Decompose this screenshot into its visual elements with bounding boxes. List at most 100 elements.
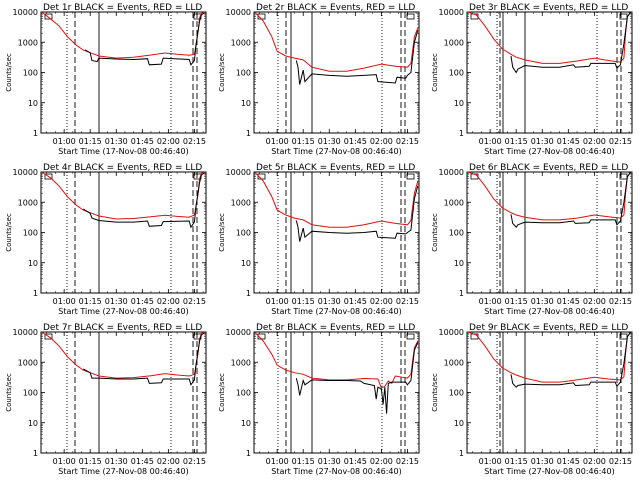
y-axis-label: Counts/sec xyxy=(431,213,439,252)
y-tick-label: 10 xyxy=(28,419,38,428)
x-tick-label: 01:30 xyxy=(105,457,128,466)
y-tick-label: 1 xyxy=(459,449,464,458)
x-tick-label: 01:45 xyxy=(131,137,154,146)
events-series-line xyxy=(295,342,419,414)
x-tick-label: 01:00 xyxy=(479,457,502,466)
x-tick-label: 01:15 xyxy=(505,297,528,306)
chart-title: Det 7r BLACK = Events, RED = LLD xyxy=(43,323,202,333)
x-tick-label: 02:15 xyxy=(183,297,206,306)
x-axis-label: Start Time (27-Nov-08 00:46:40) xyxy=(271,467,401,476)
y-tick-label: 1000 xyxy=(18,358,38,367)
y-tick-label: 10000 xyxy=(226,168,251,177)
y-axis-label: Counts/sec xyxy=(218,53,226,92)
x-tick-label: 01:00 xyxy=(53,297,76,306)
top-marker-box xyxy=(406,13,415,20)
x-tick-label: 01:15 xyxy=(292,297,315,306)
y-tick-label: 1 xyxy=(33,129,38,138)
x-tick-label: 01:15 xyxy=(505,137,528,146)
chart-panel-2: Det 2r BLACK = Events, RED = LLD 1 10 100 10… xyxy=(218,3,420,156)
x-tick-label: 01:15 xyxy=(79,457,102,466)
x-tick-label: 01:45 xyxy=(131,297,154,306)
x-tick-label: 01:00 xyxy=(479,137,502,146)
x-tick-label: 01:45 xyxy=(344,297,367,306)
top-marker-box xyxy=(406,333,415,340)
x-tick-label: 01:30 xyxy=(531,457,554,466)
events-series-line xyxy=(510,11,632,74)
top-marker-box xyxy=(406,173,415,180)
y-tick-label: 10 xyxy=(454,259,464,268)
x-tick-label: 01:30 xyxy=(531,137,554,146)
x-tick-label: 01:15 xyxy=(292,457,315,466)
x-tick-label: 01:45 xyxy=(557,297,580,306)
y-tick-label: 10000 xyxy=(13,8,38,17)
y-tick-label: 10000 xyxy=(439,8,464,17)
x-tick-label: 01:30 xyxy=(318,457,341,466)
y-tick-label: 1 xyxy=(459,289,464,298)
events-series-line xyxy=(510,171,632,228)
chart-title: Det 1r BLACK = Events, RED = LLD xyxy=(43,3,202,13)
y-tick-label: 1000 xyxy=(231,198,251,207)
x-axis-label: Start Time (27-Nov-08 00:46:40) xyxy=(271,147,401,156)
y-tick-label: 100 xyxy=(449,229,464,238)
chart-title: Det 5r BLACK = Events, RED = LLD xyxy=(256,163,415,173)
plot-frame xyxy=(466,331,633,454)
events-series-line xyxy=(83,332,206,386)
chart-panel-4: Det 4r BLACK = Events, RED = LLD 1 10 100 10… xyxy=(5,163,207,316)
plot-frame xyxy=(40,11,207,134)
y-axis-label: Counts/sec xyxy=(431,373,439,412)
lld-series-line xyxy=(41,331,205,379)
chart-title: Det 2r BLACK = Events, RED = LLD xyxy=(256,3,415,13)
x-tick-label: 01:45 xyxy=(131,457,154,466)
x-tick-label: 02:00 xyxy=(370,137,393,146)
y-tick-label: 10000 xyxy=(13,328,38,337)
x-tick-label: 01:15 xyxy=(79,297,102,306)
x-tick-label: 01:30 xyxy=(105,297,128,306)
x-tick-label: 01:15 xyxy=(79,137,102,146)
chart-title: Det 3r BLACK = Events, RED = LLD xyxy=(469,3,628,13)
y-tick-label: 1 xyxy=(246,289,251,298)
x-tick-label: 02:15 xyxy=(396,137,419,146)
chart-title: Det 9r BLACK = Events, RED = LLD xyxy=(469,323,628,333)
chart-title: Det 6r BLACK = Events, RED = LLD xyxy=(469,163,628,173)
x-tick-label: 01:15 xyxy=(505,457,528,466)
y-axis-label: Counts/sec xyxy=(218,373,226,412)
chart-panel-5: Det 5r BLACK = Events, RED = LLD 1 10 100 10… xyxy=(218,163,420,316)
x-tick-label: 02:00 xyxy=(370,297,393,306)
x-axis-label: Start Time (27-Nov-08 00:46:40) xyxy=(271,307,401,316)
lld-series-line xyxy=(467,171,632,221)
chart-panel-7: Det 7r BLACK = Events, RED = LLD 1 10 100 10… xyxy=(5,323,207,476)
top-marker-box xyxy=(44,13,53,20)
events-series-line xyxy=(295,185,419,242)
chart-title: Det 8r BLACK = Events, RED = LLD xyxy=(256,323,415,333)
x-axis-label: Start Time (27-Nov-08 00:46:40) xyxy=(58,467,188,476)
plot-frame xyxy=(253,11,420,134)
x-tick-label: 02:15 xyxy=(609,457,632,466)
y-tick-label: 100 xyxy=(449,389,464,398)
chart-panel-6: Det 6r BLACK = Events, RED = LLD 1 10 100 10… xyxy=(431,163,633,316)
y-tick-label: 1000 xyxy=(18,38,38,47)
y-tick-label: 100 xyxy=(236,69,251,78)
y-tick-label: 1 xyxy=(33,449,38,458)
x-tick-label: 02:15 xyxy=(609,137,632,146)
y-axis-label: Counts/sec xyxy=(218,213,226,252)
y-tick-label: 10 xyxy=(241,259,251,268)
x-tick-label: 01:00 xyxy=(266,457,289,466)
events-series-line xyxy=(84,12,206,66)
lld-series-line xyxy=(467,331,632,383)
y-tick-label: 10000 xyxy=(226,328,251,337)
y-tick-label: 10000 xyxy=(439,328,464,337)
lld-series-line xyxy=(254,11,419,72)
y-tick-label: 100 xyxy=(236,389,251,398)
x-axis-label: Start Time (27-Nov-08 00:46:40) xyxy=(484,467,614,476)
events-series-line xyxy=(295,30,419,85)
events-series-line xyxy=(83,172,206,229)
x-tick-label: 02:00 xyxy=(370,457,393,466)
y-tick-label: 1000 xyxy=(231,358,251,367)
events-series-line xyxy=(510,331,632,388)
y-tick-label: 10 xyxy=(454,419,464,428)
y-tick-label: 1000 xyxy=(444,198,464,207)
x-tick-label: 01:45 xyxy=(557,137,580,146)
x-axis-label: Start Time (27-Nov-08 00:46:40) xyxy=(58,307,188,316)
y-tick-label: 100 xyxy=(23,229,38,238)
